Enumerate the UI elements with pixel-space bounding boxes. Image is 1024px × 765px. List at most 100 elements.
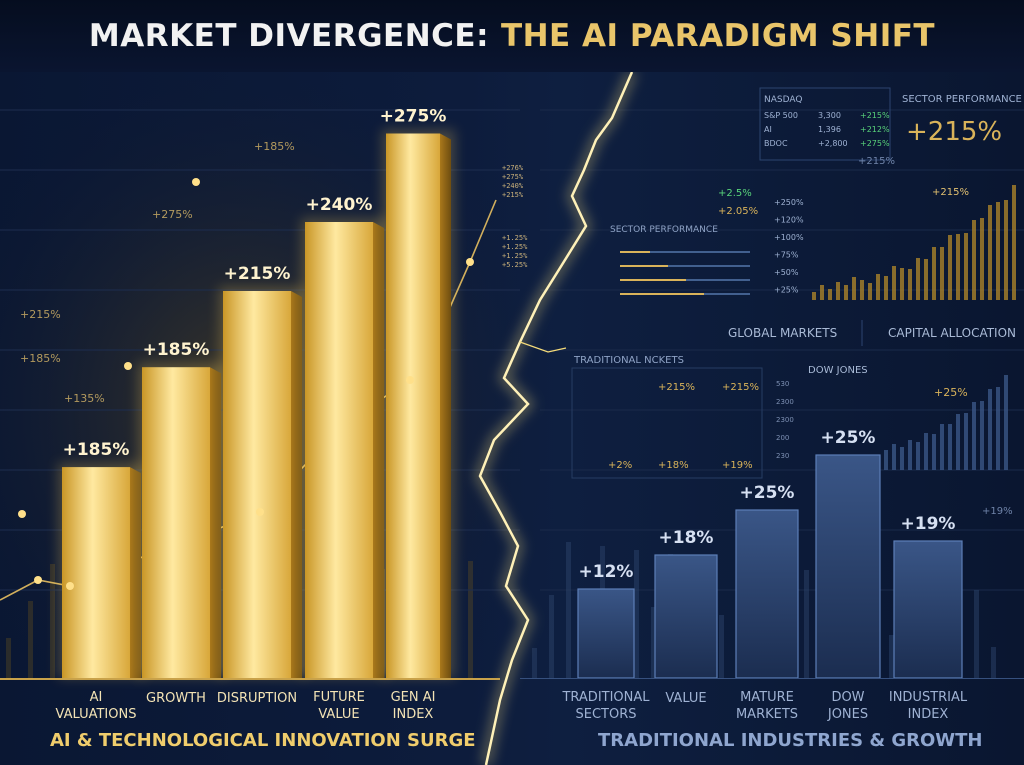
mini-chart-candle (980, 218, 984, 300)
ticker-label: +215% (502, 191, 524, 199)
lightning-bolt (478, 71, 634, 765)
mini-chart-candle (1012, 185, 1016, 300)
ai-bar-side (291, 291, 302, 678)
traditional-bar (654, 554, 718, 679)
ai-bar (223, 291, 291, 678)
traditional-value-label: +2% (608, 460, 632, 471)
ai-category-label: GEN AI (391, 690, 436, 705)
nasdaq-panel (759, 87, 891, 161)
capital-allocation-label: CAPITAL ALLOCATION (888, 326, 1016, 340)
trend-point (192, 178, 200, 186)
traditional-axis-tick: 530 (776, 380, 789, 388)
traditional-value-label: +215% (658, 382, 695, 393)
left-bg-bar (28, 601, 33, 678)
nasdaq-table-cell: +215% (860, 111, 890, 120)
traditional-bar-value-label: +18% (659, 528, 714, 548)
ai-bar (142, 367, 210, 678)
traditional-category-label: SECTORS (575, 707, 636, 722)
dow-mini-bar (956, 414, 960, 470)
mini-chart-candle (884, 276, 888, 300)
mini-chart-candle (940, 247, 944, 300)
background-labels: +185%+215%+135%+185%+275%+276%+275%+240%… (20, 111, 890, 471)
traditional-axis-tick: 2300 (776, 416, 794, 424)
traditional-bar (815, 454, 881, 679)
ai-category-label: AI (90, 690, 103, 705)
mini-chart-candle (860, 280, 864, 300)
big-percent-readout: +215% (906, 117, 1002, 147)
mini-chart-candle (812, 292, 816, 300)
dow-mini-bar (948, 424, 952, 470)
floating-percent-label: +135% (64, 392, 105, 405)
dow-mini-bar (1004, 375, 1008, 470)
mini-chart-candle (964, 233, 968, 300)
dow-jones-label: DOW JONES (808, 365, 868, 376)
floating-percent-label: +215% (20, 308, 61, 321)
ai-bar-value-label: +275% (380, 107, 447, 127)
ai-category-label: DISRUPTION (217, 691, 297, 706)
mini-chart-candle (988, 205, 992, 300)
right-bg-bar (549, 595, 554, 678)
mini-chart-candle (868, 283, 872, 300)
ticker-label: +240% (502, 182, 524, 190)
traditional-markets-label: TRADITIONAL NCKETS (573, 355, 684, 366)
mini-axis-tick: +100% (774, 233, 804, 242)
traditional-category-label: INDUSTRIAL (889, 690, 968, 705)
mini-chart-candle (932, 247, 936, 300)
left-bg-bar (50, 564, 55, 678)
lightning-branch (519, 341, 567, 353)
global-markets-label: GLOBAL MARKETS (728, 326, 837, 340)
nasdaq-header: NASDAQ (764, 95, 802, 105)
traditional-value-label: +19% (722, 460, 753, 471)
ai-bar-value-label: +185% (143, 340, 210, 360)
nasdaq-table-cell: S&P 500 (764, 111, 798, 120)
trend-point (256, 508, 264, 516)
ai-bar-side (440, 133, 451, 678)
right-bg-bar (889, 635, 894, 678)
nasdaq-table-cell: +212% (860, 125, 890, 134)
ai-category-label: VALUATIONS (56, 707, 137, 722)
right-bg-bar (991, 647, 996, 678)
dow-mini-bar (964, 413, 968, 470)
mini-chart-candle (956, 234, 960, 300)
title-part-1: MARKET DIVERGENCE: (88, 18, 489, 54)
mini-chart-candle (852, 277, 856, 300)
right-bg-bar (804, 570, 809, 678)
traditional-baseline (520, 678, 1024, 679)
traditional-section-caption: TRADITIONAL INDUSTRIES & GROWTH (598, 730, 983, 751)
right-bg-bar (532, 648, 537, 678)
sector-value-1: +2.5% (718, 188, 752, 199)
right-bg-bar (566, 542, 571, 678)
dow-mini-bar (916, 442, 920, 470)
far-right-value: +19% (982, 506, 1013, 517)
right-bg-bar (974, 590, 979, 678)
trend-point (66, 582, 74, 590)
trend-point (124, 362, 132, 370)
right-upper-panel: NASDAQ SECTOR PERFORMANCE +215% +215% SE… (571, 87, 1022, 517)
ticker-label: +1.25% (502, 243, 528, 251)
sub-percent-readout: +215% (858, 156, 895, 167)
mini-chart-candle (924, 259, 928, 300)
dow-mini-bar (924, 433, 928, 470)
traditional-bar-value-label: +12% (579, 562, 634, 582)
mini-axis-tick: +25% (774, 286, 799, 295)
ai-bar (62, 467, 130, 678)
mini-chart-candle (836, 282, 840, 300)
mini-chart-candle (876, 274, 880, 300)
floating-percent-label: +275% (152, 208, 193, 221)
title-bar: MARKET DIVERGENCE: THE AI PARADIGM SHIFT (0, 0, 1024, 72)
ai-section-caption: AI & TECHNOLOGICAL INNOVATION SURGE (50, 730, 476, 751)
ai-bar (386, 133, 440, 678)
dow-mini-bar (932, 434, 936, 470)
traditional-category-label: MARKETS (736, 707, 798, 722)
traditional-value-label: +215% (722, 382, 759, 393)
mini-axis-tick: +120% (774, 216, 804, 225)
sector-performance-label: SECTOR PERFORMANCE (610, 225, 718, 235)
traditional-category-label: VALUE (665, 691, 706, 706)
traditional-category-label: MATURE (740, 690, 794, 705)
nasdaq-table-cell: 3,300 (818, 111, 841, 120)
title-part-2: THE AI PARADIGM SHIFT (500, 18, 936, 54)
dow-mini-bar (988, 389, 992, 470)
ai-category-label: FUTURE (313, 690, 365, 705)
mini-chart-candle (900, 268, 904, 300)
